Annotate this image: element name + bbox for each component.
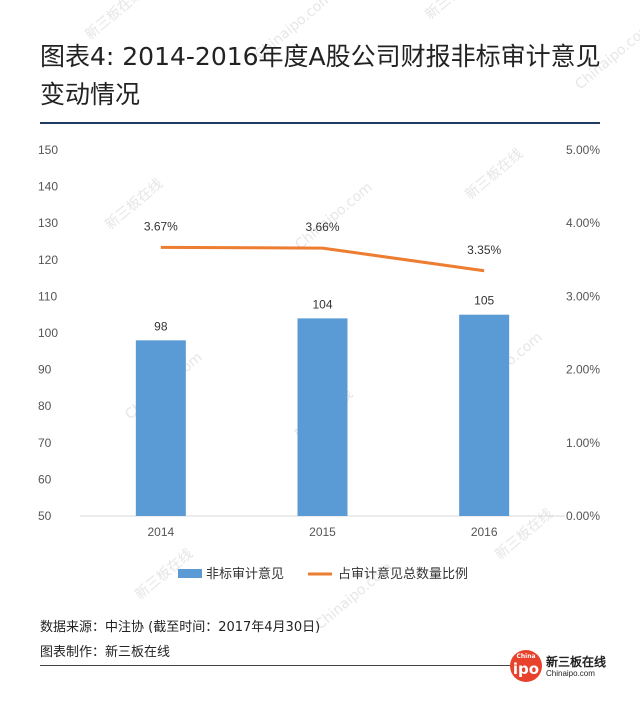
right-axis-tick: 0.00%	[566, 509, 600, 523]
logo-badge-small: China	[516, 653, 536, 660]
left-axis-tick: 90	[38, 363, 52, 377]
category-tick-2015: 2015	[309, 525, 336, 539]
ratio-label-2014: 3.67%	[144, 219, 178, 233]
left-axis-tick: 120	[38, 253, 58, 267]
left-axis-tick: 80	[38, 399, 52, 413]
left-axis-tick: 150	[38, 143, 58, 157]
category-tick-2014: 2014	[147, 525, 174, 539]
bar-2016	[459, 314, 510, 516]
legend-bar-swatch	[178, 569, 202, 578]
left-axis-tick: 50	[38, 509, 52, 523]
right-axis-tick: 4.00%	[566, 216, 600, 230]
ratio-label-2016: 3.35%	[467, 243, 501, 257]
chart: 98 104 105 3.67% 3.66% 3.35% 50 60 70 80 90 100 11…	[38, 143, 600, 582]
bar-2015	[297, 318, 348, 516]
left-axis-tick: 70	[38, 436, 52, 450]
left-axis-tick: 140	[38, 180, 58, 194]
left-axis-tick: 110	[38, 289, 57, 303]
footer-maker: 图表制作：新三板在线	[40, 645, 171, 660]
logo-badge: China ipo	[510, 650, 542, 682]
legend-line-label: 占审计意见总数量比例	[338, 566, 468, 582]
footer-rule	[40, 665, 510, 666]
bar-label-2016: 105	[474, 294, 494, 308]
bar-2014	[135, 340, 186, 516]
chart-title: 图表4: 2014-2016年度A股公司财报非标审计意见变动情况	[40, 42, 601, 109]
ratio-label-2015: 3.66%	[305, 220, 339, 234]
logo-badge-big: ipo	[512, 660, 540, 678]
right-axis-tick: 1.00%	[566, 436, 600, 450]
right-axis-tick: 5.00%	[566, 143, 600, 157]
left-axis-tick: 100	[38, 326, 58, 340]
right-axis-tick: 3.00%	[566, 289, 600, 303]
category-tick-2016: 2016	[471, 525, 498, 539]
title-rule	[40, 122, 600, 124]
left-axis-tick: 60	[38, 472, 52, 486]
brand-logo: China ipo 新三板在线 Chinaipo.com	[510, 650, 620, 684]
logo-name: 新三板在线	[546, 655, 607, 669]
bar-label-2014: 98	[154, 319, 168, 333]
footer-source: 数据来源：中注协 (截至时间：2017年4月30日)	[40, 620, 321, 635]
right-axis-tick: 2.00%	[566, 363, 600, 377]
legend-bar-label: 非标审计意见	[206, 566, 284, 582]
left-axis-tick: 130	[38, 216, 58, 230]
logo-url: Chinaipo.com	[546, 669, 595, 678]
bar-label-2015: 104	[312, 297, 332, 311]
ratio-line	[160, 245, 485, 273]
